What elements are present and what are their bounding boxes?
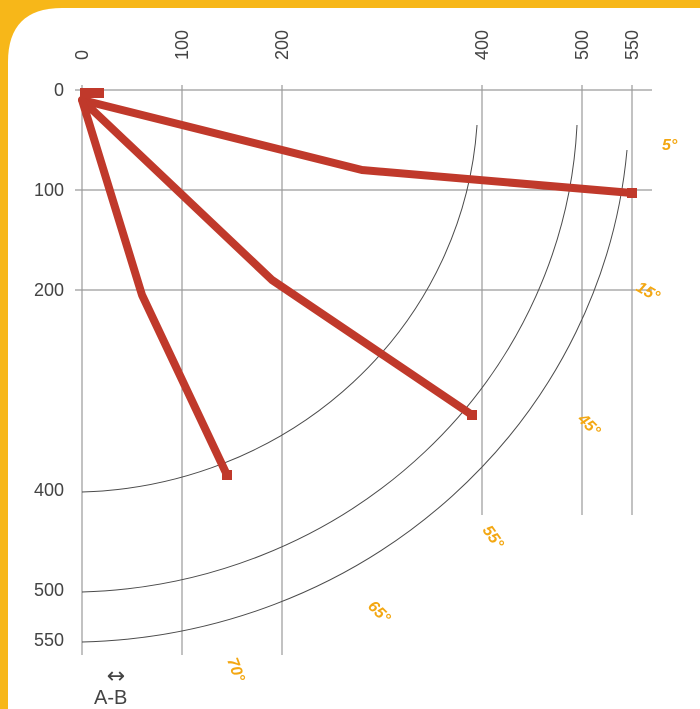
y-tick-label: 100 (34, 180, 64, 200)
reach-arcs (81, 124, 628, 643)
x-tick-label: 200 (272, 30, 292, 60)
boom-line (78, 96, 636, 197)
grid-lines (75, 85, 652, 655)
y-axis-ticks: 0 100 200 400 500 550 (34, 80, 64, 650)
reach-arc (81, 124, 478, 493)
y-tick-label: 550 (34, 630, 64, 650)
boom-tip (222, 470, 232, 480)
y-tick-label: 400 (34, 480, 64, 500)
x-tick-label: 550 (622, 30, 642, 60)
boom-tip (627, 188, 637, 198)
x-axis-ticks: 0 100 200 400 500 550 (72, 30, 642, 60)
y-tick-label: 200 (34, 280, 64, 300)
angle-label: 5° (662, 137, 678, 154)
boom-line (78, 96, 231, 479)
x-tick-label: 500 (572, 30, 592, 60)
boom-tip (467, 410, 477, 420)
x-tick-label: 100 (172, 30, 192, 60)
reach-arc (81, 124, 578, 593)
boom-line (78, 96, 476, 419)
y-tick-label: 500 (34, 580, 64, 600)
reach-arc (81, 149, 628, 643)
x-tick-label: 0 (72, 50, 92, 60)
y-tick-label: 0 (54, 80, 64, 100)
boom-base (80, 88, 104, 98)
x-tick-label: 400 (472, 30, 492, 60)
legend: ↔ A-B (94, 664, 127, 709)
card-background (8, 8, 700, 709)
legend-label: A-B (94, 687, 127, 709)
boom-lines (78, 88, 637, 480)
legend-arrow-icon: ↔ (107, 664, 125, 689)
